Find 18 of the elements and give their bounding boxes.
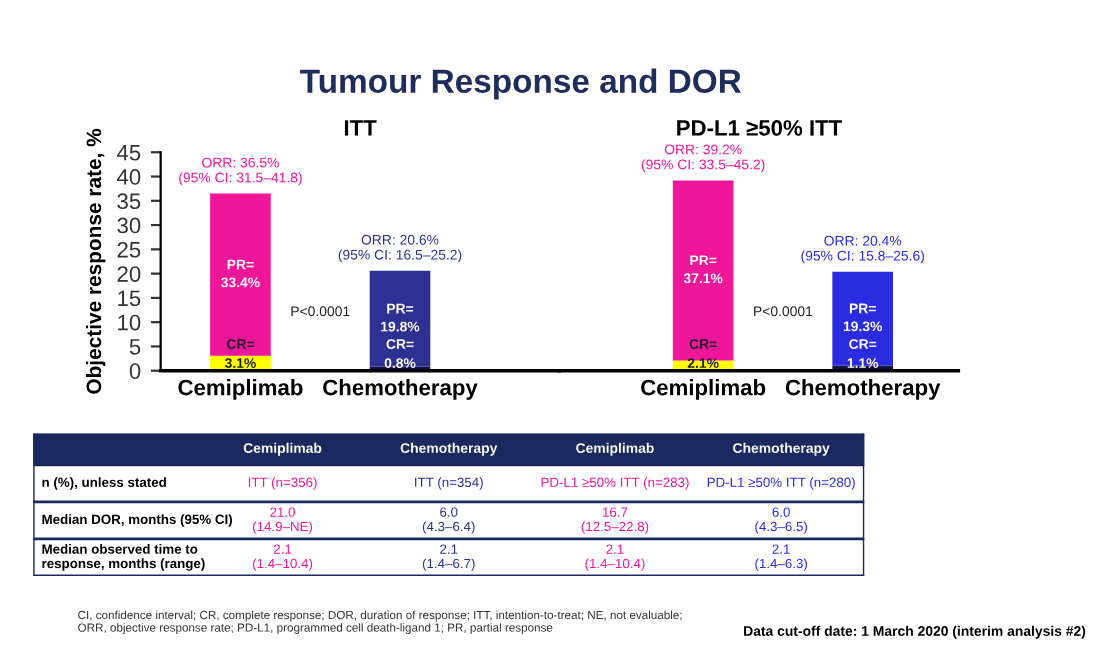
- x-tick-label: Cemiplimab: [641, 379, 766, 400]
- y-tick-label: 0: [129, 363, 141, 379]
- x-tick-label: Cemiplimab: [178, 379, 303, 400]
- y-tick-label: 20: [117, 266, 141, 282]
- y-axis-title: Objective response rate, %: [85, 128, 106, 394]
- x-tick-label: Chemotherapy: [785, 379, 941, 400]
- chart-title: PD-L1 ≥50% ITT: [677, 120, 843, 136]
- text: Tumour Response and DOR: [300, 68, 742, 100]
- y-tick-label: 25: [117, 241, 141, 258]
- y-tick-label: 40: [117, 169, 141, 185]
- x-tick-label: Chemotherapy: [323, 379, 478, 400]
- y-tick-label: 30: [117, 217, 141, 234]
- y-tick-label: 35: [117, 193, 141, 210]
- y-tick-label: 5: [129, 339, 141, 355]
- chart-title: ITT: [344, 120, 377, 136]
- y-tick-label: 45: [117, 145, 141, 161]
- y-tick-label: 15: [118, 290, 141, 307]
- y-tick-label: 10: [118, 314, 141, 331]
